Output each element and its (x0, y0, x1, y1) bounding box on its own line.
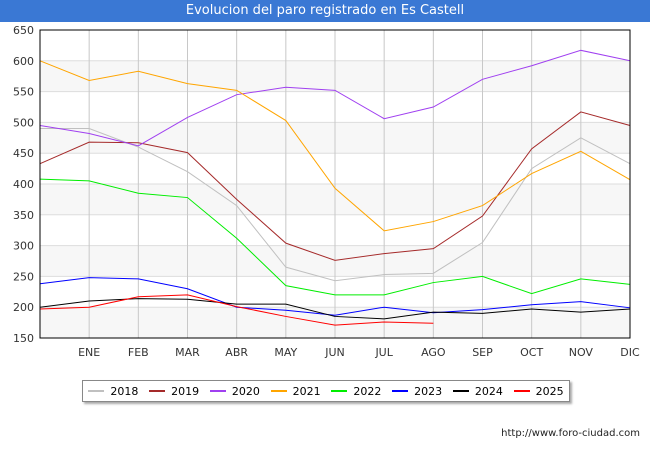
legend-item-2024: 2024 (452, 384, 503, 398)
y-tick-label: 150 (13, 332, 34, 345)
x-tick-label: FEB (128, 346, 149, 359)
legend-item-2022: 2022 (331, 385, 381, 398)
legend-swatch (270, 390, 287, 392)
x-tick-label: OCT (520, 346, 543, 359)
y-tick-label: 450 (13, 147, 34, 160)
legend-label: 2021 (292, 384, 321, 398)
legend-swatch (149, 390, 166, 392)
legend-label: 2022 (353, 384, 382, 398)
legend-label: 2020 (231, 384, 260, 398)
legend-label: 2018 (110, 384, 139, 398)
legend-label: 2019 (171, 384, 200, 398)
x-tick-label: MAR (175, 346, 200, 359)
x-tick-label: MAY (274, 346, 297, 359)
y-tick-label: 400 (13, 178, 34, 191)
legend-item-2025: 2025 (513, 384, 564, 398)
series-line-2024 (39, 298, 631, 320)
legend-label: 2024 (474, 384, 503, 398)
series-line-2025 (39, 294, 434, 326)
legend-swatch (209, 390, 226, 392)
y-tick-label: 650 (13, 24, 34, 37)
series-line-2020 (39, 49, 631, 147)
legend-label: 2023 (414, 384, 443, 398)
y-tick-label: 500 (13, 116, 34, 129)
series-line-2023 (39, 277, 631, 316)
y-tick-label: 200 (13, 301, 34, 314)
x-tick-label: ABR (225, 346, 248, 359)
chart-title: Evolucion del paro registrado en Es Cast… (0, 0, 650, 22)
x-tick-label: SEP (472, 346, 493, 359)
plot-frame (39, 29, 631, 339)
y-tick-label: 600 (13, 55, 34, 68)
x-tick-label: NOV (569, 346, 594, 359)
y-tick-label: 350 (13, 209, 34, 222)
x-tick-label: AGO (421, 346, 446, 359)
y-tick-label: 550 (13, 86, 34, 99)
legend: 2018 2019 2020 2021 2022 2023 2024 2025 (82, 380, 570, 402)
legend-label: 2025 (535, 384, 564, 398)
y-tick-label: 300 (13, 240, 34, 253)
legend-item-2019: 2019 (149, 385, 199, 398)
legend-swatch (88, 390, 105, 392)
legend-swatch (513, 390, 530, 392)
y-tick-label: 250 (13, 270, 34, 283)
legend-item-2021: 2021 (270, 384, 321, 398)
legend-item-2018: 2018 (88, 385, 138, 398)
series-line-2019 (39, 111, 631, 261)
x-tick-label: DIC (620, 346, 640, 359)
x-tick-label: JUL (374, 346, 393, 359)
legend-swatch (392, 390, 409, 392)
legend-swatch (452, 390, 469, 392)
legend-swatch (331, 390, 348, 392)
legend-item-2020: 2020 (209, 384, 260, 398)
series-line-2021 (39, 60, 631, 232)
source-url[interactable]: http://www.foro-ciudad.com (501, 428, 640, 439)
series-line-2022 (39, 178, 631, 296)
x-tick-label: JUN (324, 346, 345, 359)
legend-item-2023: 2023 (392, 385, 442, 398)
series-line-2018 (40, 128, 631, 282)
x-tick-label: ENE (78, 346, 100, 359)
